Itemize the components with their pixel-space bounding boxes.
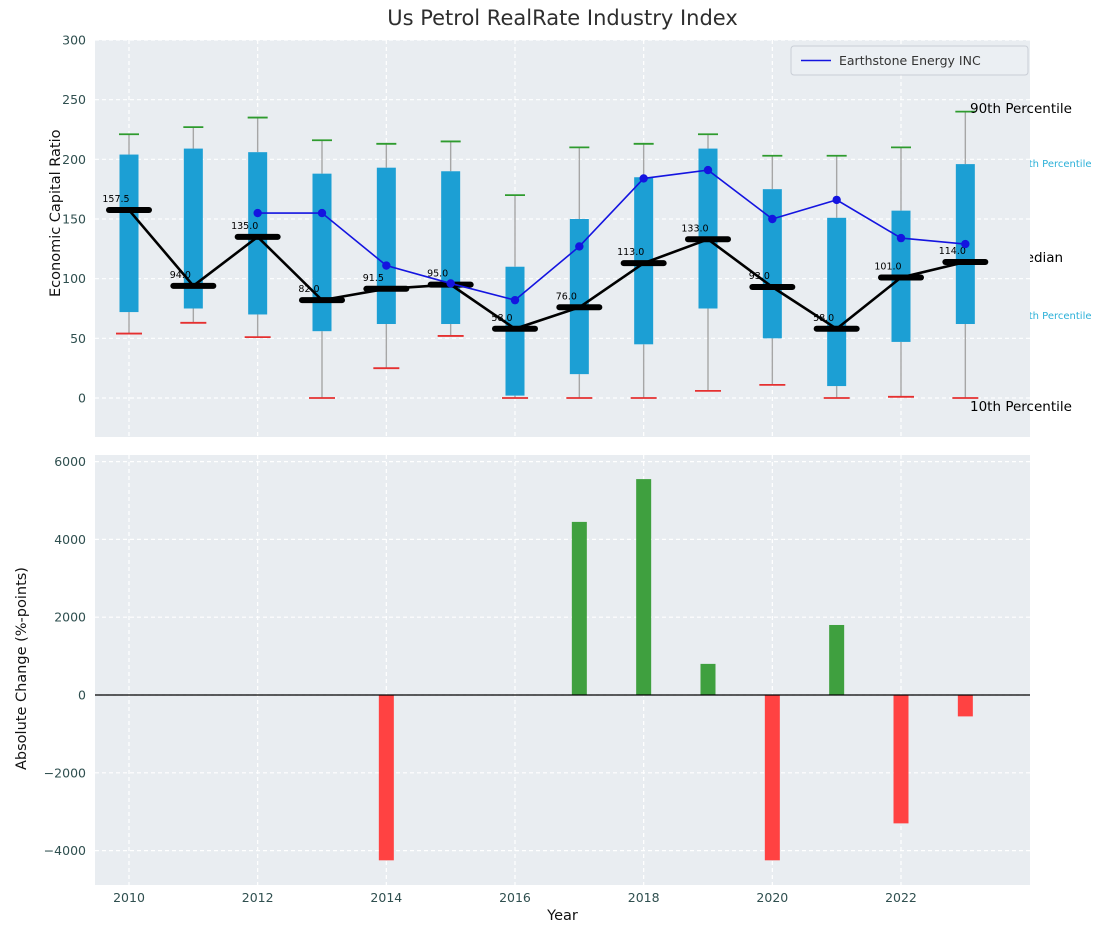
- bar-positive: [636, 479, 652, 695]
- company-marker: [317, 208, 327, 218]
- median-value-label: 58.0: [813, 313, 834, 324]
- x-axis-label: Year: [547, 908, 578, 924]
- company-marker: [253, 208, 262, 218]
- x-tick-label: 2010: [113, 890, 145, 905]
- company-marker: [510, 295, 520, 305]
- box-iqr: [312, 173, 332, 332]
- y-tick-label: 50: [70, 331, 86, 346]
- box-iqr: [762, 189, 782, 339]
- bar-positive: [700, 663, 716, 695]
- box-iqr: [119, 154, 139, 313]
- company-marker: [703, 165, 713, 175]
- median-value-label: 114.0: [939, 246, 966, 257]
- y-tick-label: −2000: [44, 765, 86, 780]
- box-iqr: [376, 167, 396, 325]
- bar-negative: [764, 695, 780, 861]
- x-tick-label: 2020: [756, 890, 788, 905]
- x-tick-label: 2016: [499, 890, 531, 905]
- bar-negative: [957, 695, 973, 717]
- median-value-label: 135.0: [231, 221, 258, 232]
- y-tick-label: 200: [62, 152, 86, 167]
- y-tick-label: 250: [62, 92, 86, 107]
- company-marker: [961, 239, 970, 249]
- median-value-label: 95.0: [427, 269, 448, 280]
- median-value-label: 82.0: [298, 284, 319, 295]
- y-tick-label: 100: [62, 271, 86, 286]
- median-value-label: 133.0: [681, 223, 708, 234]
- company-marker: [575, 242, 584, 251]
- top-y-axis-label: Economic Capital Ratio: [48, 129, 64, 297]
- company-marker: [639, 174, 648, 183]
- 10th-percentile-label: 10th Percentile: [970, 399, 1072, 416]
- company-marker: [896, 233, 906, 243]
- bar-negative: [378, 695, 394, 861]
- bar-negative: [893, 695, 909, 824]
- company-marker: [382, 261, 391, 270]
- x-tick-label: 2012: [242, 890, 274, 905]
- y-tick-label: 2000: [54, 610, 86, 625]
- x-tick-label: 2014: [370, 890, 402, 905]
- x-tick-label: 2022: [885, 890, 917, 905]
- y-tick-label: 0: [78, 688, 86, 703]
- chart-title: Us Petrol RealRate Industry Index: [387, 6, 738, 30]
- company-marker: [446, 279, 455, 288]
- median-value-label: 94.0: [170, 270, 191, 281]
- y-tick-label: 4000: [54, 532, 86, 547]
- y-tick-label: −4000: [44, 843, 86, 858]
- company-marker: [768, 214, 777, 224]
- box-iqr: [698, 148, 718, 309]
- legend-box: [790, 45, 1029, 76]
- median-value-label: 93.0: [749, 271, 770, 282]
- x-tick-label: 2018: [628, 890, 660, 905]
- box-iqr: [248, 152, 268, 315]
- median-line: [128, 209, 966, 331]
- y-tick-label: 0: [78, 391, 86, 406]
- bottom-y-axis-label: Absolute Change (%-points): [14, 567, 30, 770]
- 75th-percentile-label: 75th Percentile: [1016, 158, 1092, 170]
- median-value-label: 76.0: [556, 291, 577, 302]
- box-iqr: [441, 171, 461, 325]
- legend-label: Earthstone Energy INC: [839, 53, 981, 68]
- bar-positive: [829, 624, 845, 695]
- company-marker: [832, 195, 841, 205]
- y-tick-label: 300: [62, 33, 86, 48]
- company-line: [257, 169, 966, 302]
- y-tick-label: 150: [62, 212, 86, 227]
- median-value-label: 157.5: [102, 194, 129, 205]
- box-iqr: [569, 219, 589, 375]
- median-value-label: 101.0: [874, 261, 901, 272]
- box-iqr: [827, 217, 847, 387]
- median-value-label: 91.5: [363, 273, 384, 284]
- 90th-percentile-label: 90th Percentile: [970, 101, 1072, 118]
- y-tick-label: 6000: [54, 454, 86, 469]
- median-value-label: 58.0: [491, 313, 512, 324]
- box-iqr: [183, 148, 203, 309]
- 25th-percentile-label: 25th Percentile: [1016, 311, 1092, 323]
- bottom-panel-bg: [95, 455, 1030, 885]
- bar-positive: [571, 521, 587, 695]
- median-value-label: 113.0: [617, 247, 644, 258]
